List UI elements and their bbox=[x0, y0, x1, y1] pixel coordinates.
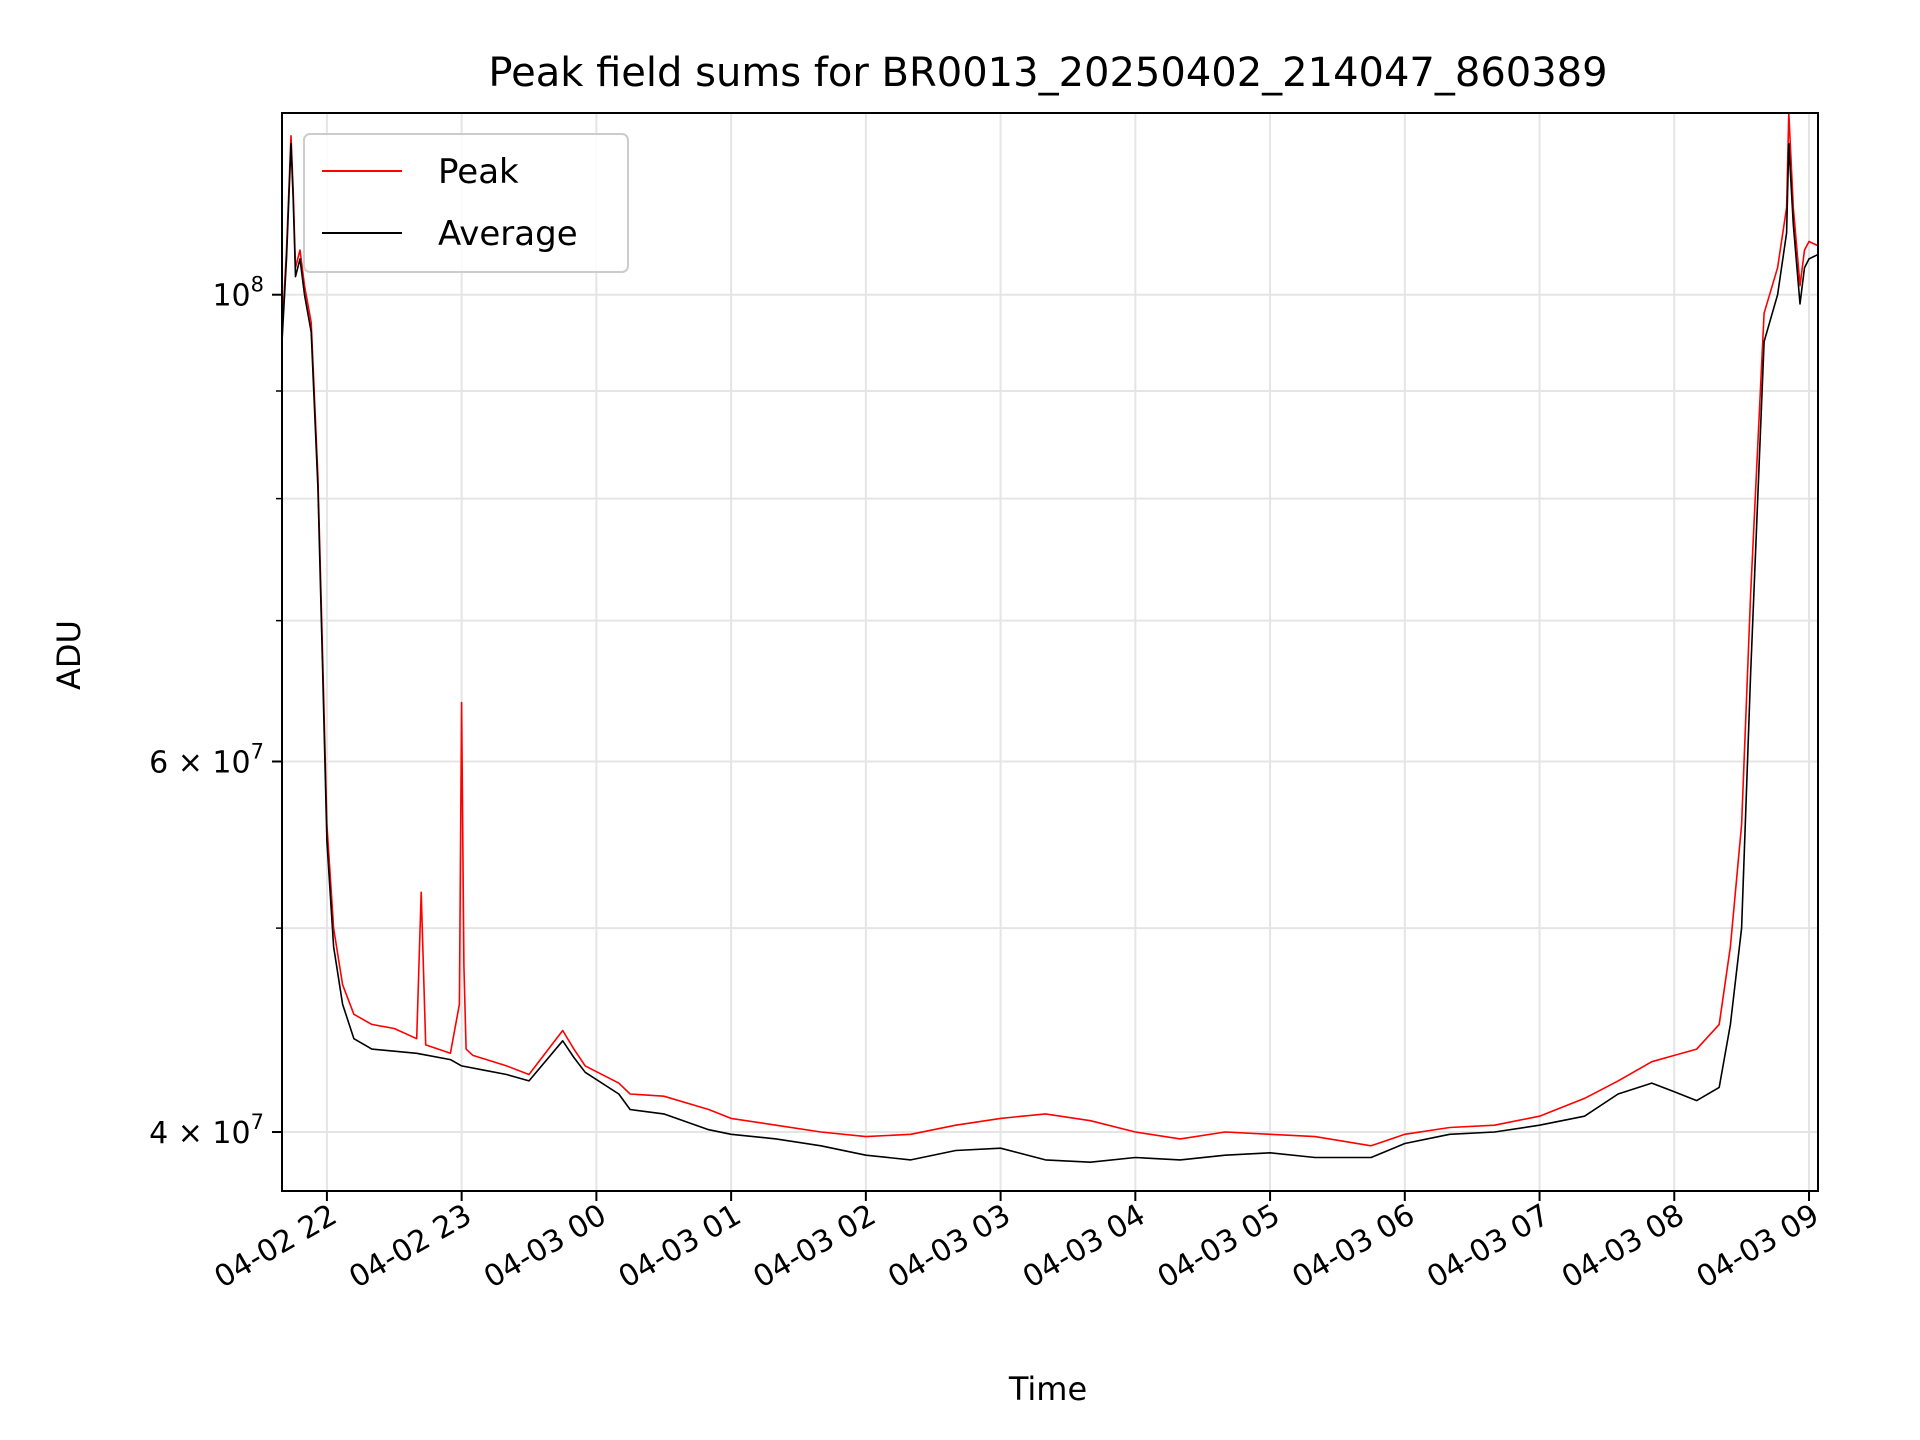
x-axis-title: Time bbox=[1008, 1370, 1087, 1408]
series-line-average bbox=[282, 142, 1818, 1163]
legend-box bbox=[303, 133, 629, 273]
legend: Peak Average bbox=[303, 133, 629, 273]
grid bbox=[282, 113, 1818, 1191]
y-tick-label: 108 bbox=[212, 273, 264, 314]
chart-title: Peak field sums for BR0013_20250402_2140… bbox=[488, 50, 1607, 96]
legend-label-average: Average bbox=[438, 214, 578, 254]
legend-label-peak: Peak bbox=[438, 152, 519, 192]
y-axis-title: ADU bbox=[50, 620, 88, 690]
y-tick-label: 4 × 107 bbox=[149, 1110, 264, 1151]
series-lines bbox=[282, 113, 1818, 1163]
plot-frame bbox=[281, 112, 1819, 1192]
y-tick-label: 6 × 107 bbox=[149, 740, 264, 781]
y-axis-ticks: 4 × 107 6 × 107 108 bbox=[149, 273, 282, 1151]
series-line-peak bbox=[282, 113, 1818, 1147]
